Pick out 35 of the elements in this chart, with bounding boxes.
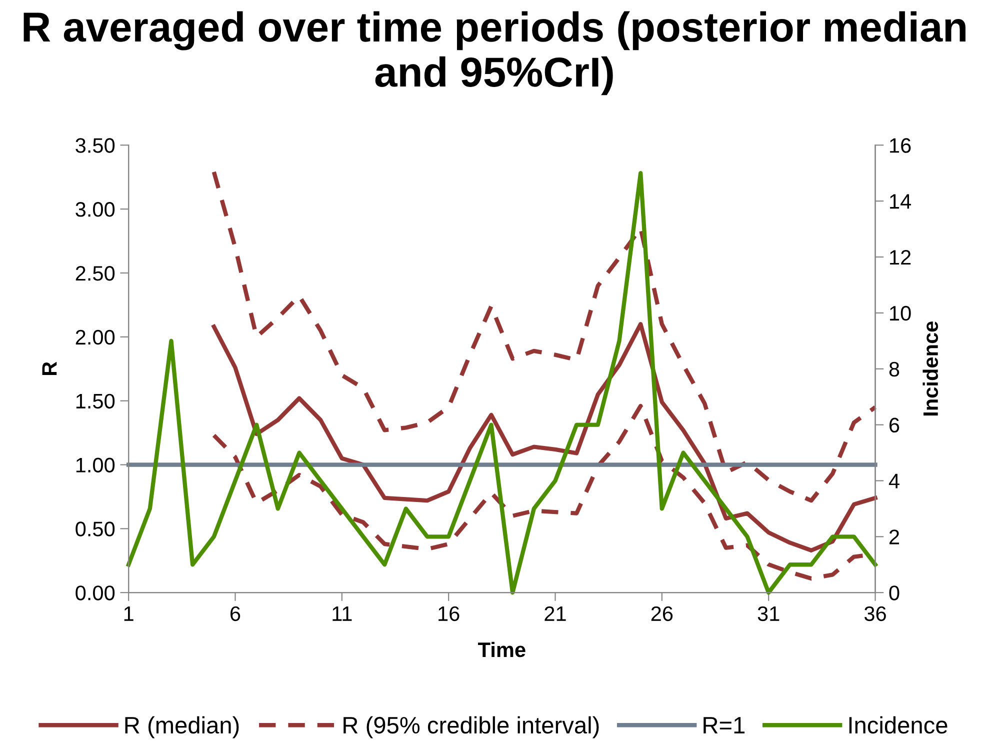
y-tick-label: 3.50 bbox=[76, 138, 115, 153]
line-series bbox=[212, 170, 878, 503]
y2-tick-label: 4 bbox=[888, 474, 900, 488]
y2-axis-title: Incidence bbox=[922, 322, 938, 416]
y-tick-label: 0.00 bbox=[76, 586, 115, 600]
x-tick-label: 31 bbox=[758, 606, 780, 622]
x-tick-label: 11 bbox=[332, 606, 352, 621]
y-tick-label: 1.50 bbox=[76, 394, 115, 409]
y2-tick-label: 2 bbox=[890, 530, 899, 544]
chart-title: R averaged over time periods (posterior median and 95%CrI) bbox=[24, 11, 966, 96]
x-tick-label: 1 bbox=[124, 606, 134, 621]
legend-label: R=1 bbox=[704, 717, 745, 734]
y2-tick-label: 10 bbox=[890, 306, 911, 321]
y2-tick-label: 0 bbox=[889, 586, 900, 600]
y2-tick-label: 6 bbox=[890, 418, 900, 433]
x-axis-title: Time bbox=[478, 642, 526, 658]
y-tick-label: 0.50 bbox=[76, 522, 115, 536]
legend-label: R (median) bbox=[125, 716, 239, 738]
y2-tick-label: 14 bbox=[890, 194, 912, 209]
y-tick-label: 2.50 bbox=[76, 266, 115, 281]
y2-tick-label: 12 bbox=[890, 250, 911, 265]
line-series bbox=[212, 322, 878, 552]
y-tick-label: 2.00 bbox=[76, 330, 115, 345]
legend-label: R (95% credible interval) bbox=[344, 716, 599, 738]
x-tick-label: 26 bbox=[651, 606, 673, 622]
x-tick-label: 16 bbox=[438, 606, 460, 622]
y2-tick-label: 8 bbox=[889, 362, 900, 377]
y-axis-title: R bbox=[42, 362, 57, 375]
x-tick-label: 36 bbox=[864, 606, 886, 622]
y-tick-label: 1.00 bbox=[76, 458, 115, 472]
y-tick-label: 3.00 bbox=[76, 202, 115, 217]
y2-tick-label: 16 bbox=[890, 138, 911, 153]
legend-label: Incidence bbox=[849, 716, 948, 734]
x-tick-label: 21 bbox=[544, 606, 566, 621]
x-tick-label: 6 bbox=[230, 606, 240, 622]
